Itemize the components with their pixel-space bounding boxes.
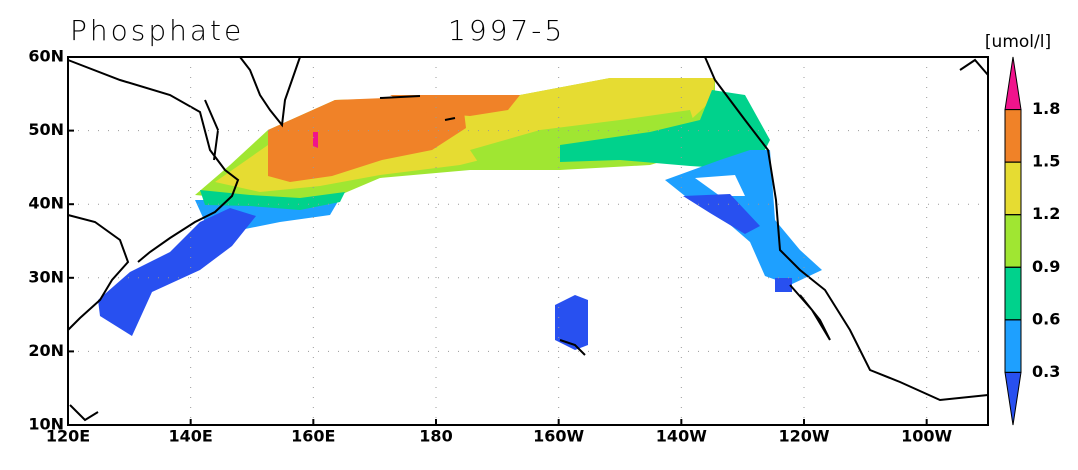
lon-tick-label: 160W [533,427,584,446]
field-region [470,110,700,165]
field-region [775,278,792,292]
lat-tick-label: 40N [28,194,64,213]
colorbar-label: 1.8 [1032,99,1060,118]
coastline [379,95,586,356]
lat-tick-label: 10N [28,415,64,434]
phosphate-field [98,78,822,350]
coastline [69,404,99,422]
coastline [789,284,831,341]
colorbar-box [1004,161,1022,216]
lon-tick-label: 100W [901,427,952,446]
colorbar-arrow [1004,56,1022,111]
title: Phosphate [70,14,244,47]
colorbar-box [1004,214,1022,268]
coastline [704,56,989,402]
coastlines [67,56,989,422]
colorbar-label: 1.2 [1032,204,1060,223]
coastline [67,59,240,263]
colorbar-label: 0.9 [1032,257,1060,276]
field-region [200,190,345,210]
field-region [268,95,466,182]
colorbar-box [1004,266,1022,321]
field-region [98,208,256,336]
lon-tick-label: 160E [291,427,335,446]
coastline [67,214,130,331]
field-gap [695,175,745,196]
period: 1997-5 [448,14,565,47]
colorbar-label: 0.3 [1032,362,1060,381]
lon-tick-label: 140W [656,427,707,446]
colorbar-label: 0.6 [1032,309,1060,328]
lon-tick-label: 140E [169,427,213,446]
coastline [239,56,301,128]
lon-tick-label: 180 [419,427,452,446]
coastline [959,58,989,76]
lat-tick-label: 30N [28,267,64,286]
colorbar-box [1004,109,1022,163]
lon-tick-label: 120W [778,427,829,446]
field-region [313,132,318,148]
colorbar-label: 1.5 [1032,152,1060,171]
colorbar-box [1004,319,1022,373]
map-frame [67,56,989,426]
lat-tick-label: 20N [28,341,64,360]
colorbar-arrow [1004,371,1022,426]
lon-tick-label: 120E [46,427,90,446]
field-region [683,194,760,234]
colorbar: 1.8 1.5 1.2 0.9 0.6 0.3 [1004,56,1060,426]
lat-tick-label: 60N [28,47,64,66]
lat-tick-label: 50N [28,120,64,139]
coastline [204,99,220,161]
field-region [560,90,770,170]
field-region [555,295,588,350]
units: [umol/l] [985,32,1051,52]
field-region [390,95,520,116]
